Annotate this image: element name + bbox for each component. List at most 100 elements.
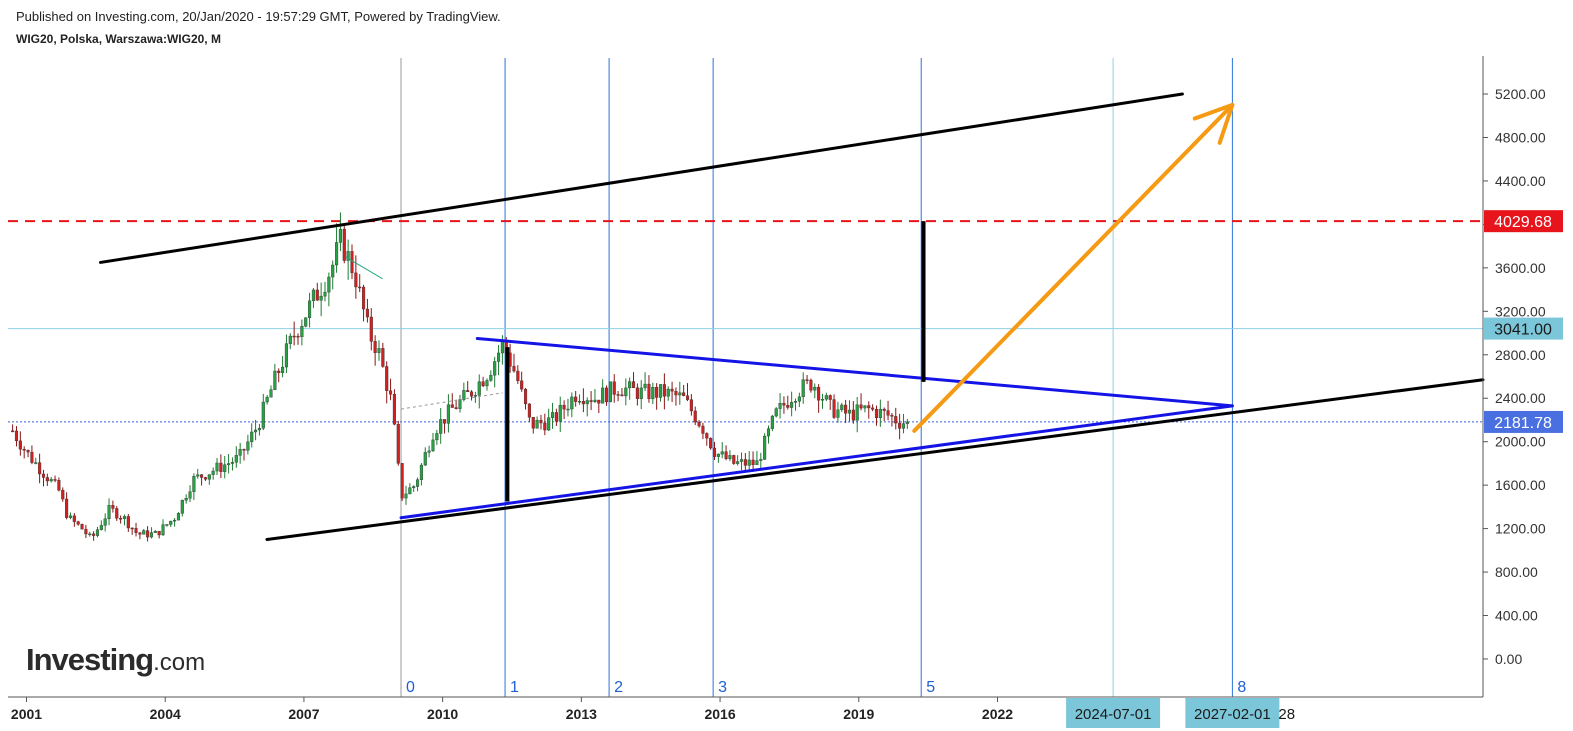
candle-body [392,394,396,425]
candle-body [697,421,701,427]
triangle-lower-line[interactable] [399,404,1234,520]
investing-logo: Investing.com [26,642,205,678]
candle-body [523,388,528,405]
candle-body [689,399,693,412]
candle-body [153,530,157,533]
candle-body [496,352,501,362]
candle-body [466,390,470,393]
candle-body [88,533,92,536]
annotation-line [345,256,383,280]
candle-body [115,508,119,519]
time-tick-label: 2019 [843,706,874,722]
candle-body [666,388,670,397]
candle-body [38,462,42,475]
candle-body [350,251,354,274]
candle-body [227,463,231,465]
target-arrow-line[interactable] [912,102,1235,433]
candle-body [867,405,871,409]
candle-body [381,348,385,367]
time-tick-label: 2022 [982,706,1013,722]
candle-body [165,524,169,526]
candle-body [863,405,867,409]
candle-body [581,401,585,405]
candle-body [674,391,678,396]
candle-body [404,493,408,499]
candle-body [574,396,578,402]
triangle-upper-line[interactable] [475,336,1234,408]
candle-body [373,341,377,353]
date-badge-label: 2027-02-01 [1194,706,1271,723]
candle-body [180,500,184,514]
candle-body [369,316,373,342]
candle-body [635,387,639,399]
candle-body [176,513,181,521]
fib-zone-number: 1 [510,679,519,696]
candle-body [797,396,801,402]
fib-zone-number: 5 [926,679,935,696]
fib-zone-number: 0 [406,679,415,696]
channel-upper-line[interactable] [98,92,1184,264]
fib-zone-number: 3 [718,679,727,696]
dashed-guide-line [400,392,503,410]
candle-body [820,398,825,401]
candle-body [628,381,632,389]
candle-body [724,451,728,459]
candle-body [778,402,782,409]
price-tick-label: 0.00 [1495,651,1522,667]
price-tick-label: 2000.00 [1495,434,1546,450]
level-badge-label: 3041.00 [1494,322,1552,339]
candle-body [346,251,350,261]
price-tick-label: 4400.00 [1495,173,1546,189]
candle-body [655,387,659,398]
candle-body [11,430,15,433]
last-price-badge-label: 2181.78 [1494,415,1552,432]
candle-body [473,395,477,397]
candle-body [203,477,207,480]
candle-body [443,419,447,424]
candle-body [319,295,323,301]
candle-body [254,429,258,433]
price-tick-label: 3200.00 [1495,303,1546,319]
candle-body [188,491,192,499]
candle-body [311,289,315,302]
candle-body [342,228,346,261]
candle-body [458,399,462,409]
candle-body [516,370,520,382]
candle-body [400,463,404,499]
candle-body [288,335,292,344]
candle-body [535,419,539,429]
candle-body [281,366,285,373]
candle-body [431,439,435,452]
candle-body [65,498,69,518]
candle-body [315,289,319,301]
candle-body [396,423,400,464]
candle-body [14,430,19,442]
candle-body [712,447,717,457]
candle-body [824,395,828,400]
candle-body [126,516,130,529]
candle-body [358,286,362,289]
candle-body [577,401,582,403]
candle-body [759,459,763,461]
candle-body [639,387,643,399]
candle-body [662,384,666,397]
candle-body [111,505,115,509]
candle-body [589,400,593,402]
candle-body [732,455,736,464]
candle-body [709,437,713,449]
candle-body [531,417,535,429]
candle-body [481,381,485,387]
candle-body [736,461,740,464]
candle-body [562,404,566,410]
candle-body [801,379,805,398]
logo-main: Investing [26,642,154,677]
resistance-badge-label: 4029.68 [1494,214,1552,231]
candle-body [296,335,300,338]
channel-lower-line[interactable] [265,378,1485,541]
candle-body [547,417,551,431]
candle-body [527,403,531,418]
price-tick-label: 400.00 [1495,608,1538,624]
candle-body [905,421,909,424]
candle-body [840,404,844,410]
